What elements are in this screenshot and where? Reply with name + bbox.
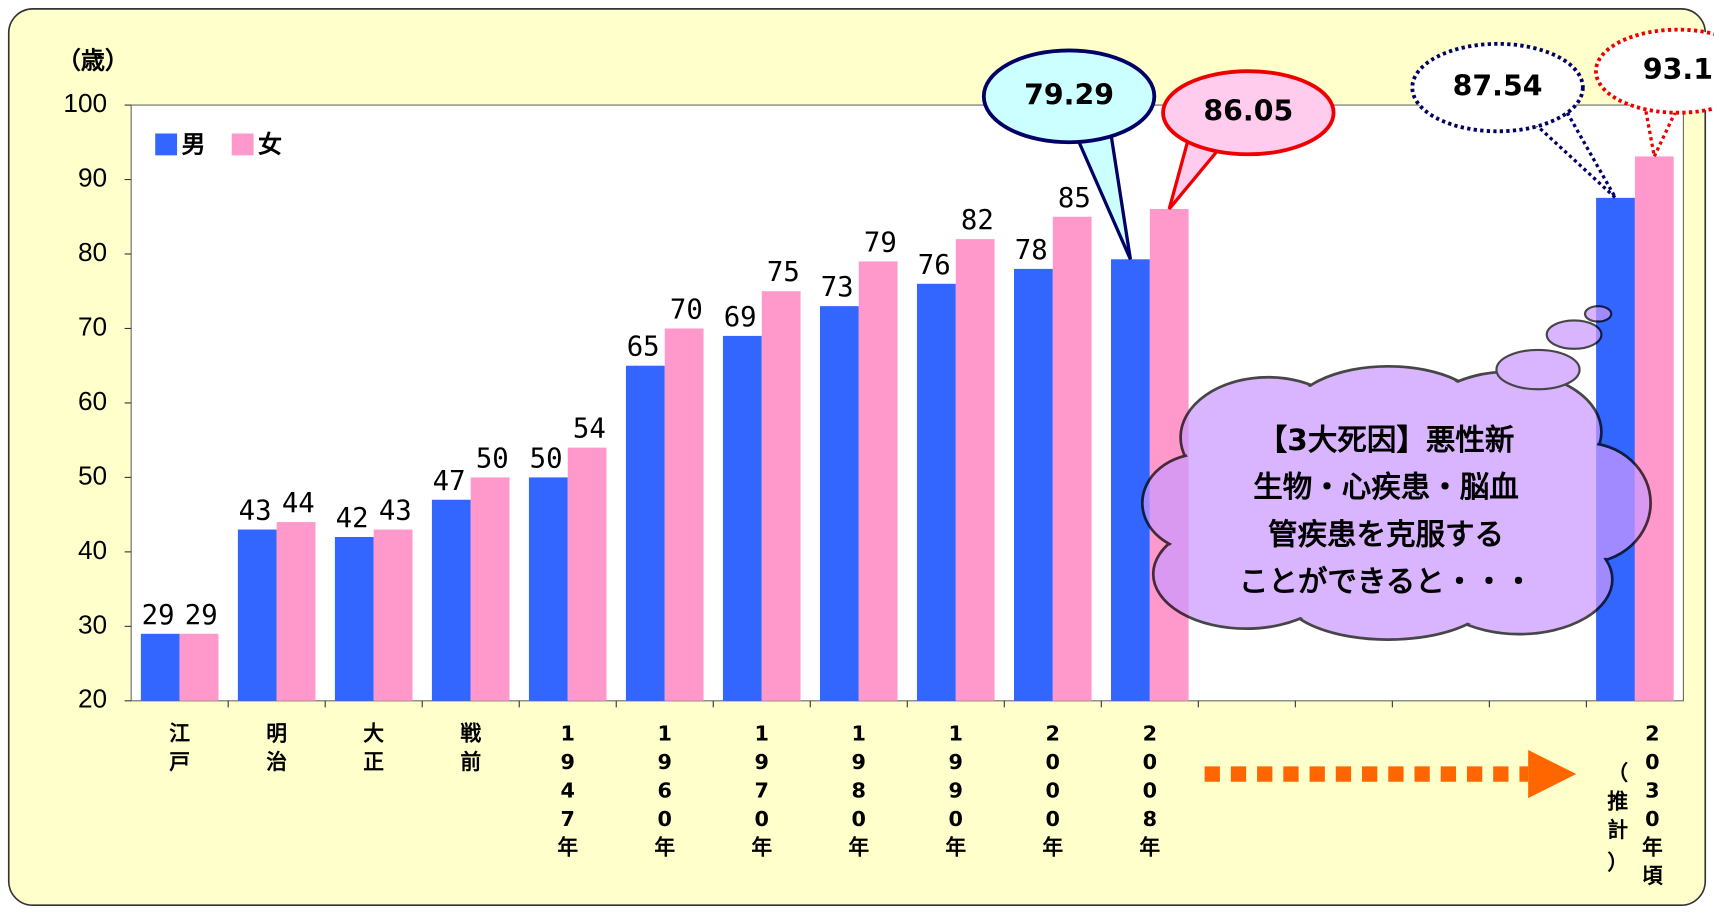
bar — [722, 335, 762, 701]
bar — [761, 291, 801, 701]
value-label: 65 — [627, 332, 660, 363]
annotation-line: 【3大死因】悪性新 — [1258, 423, 1515, 457]
value-label: 44 — [282, 488, 315, 519]
callout-bubble — [1594, 27, 1714, 115]
bar — [237, 529, 277, 701]
value-label: 86.05 — [1203, 95, 1293, 128]
bar — [819, 306, 859, 701]
bar — [470, 477, 510, 701]
legend-label: 女 — [258, 131, 282, 159]
callout-bubble — [981, 48, 1157, 145]
bar — [140, 633, 180, 701]
value-label: 85 — [1058, 183, 1091, 214]
bar — [1149, 208, 1189, 701]
y-unit-label: （歳） — [57, 46, 129, 74]
value-label: 29 — [185, 600, 218, 631]
bar — [334, 536, 374, 701]
bar — [373, 529, 413, 701]
y-tick-label: 80 — [78, 237, 107, 267]
bar — [567, 447, 607, 701]
callout-bubble — [1161, 69, 1336, 157]
y-tick-label: 20 — [78, 684, 107, 714]
value-label: 87.54 — [1453, 70, 1543, 103]
value-label: 78 — [1015, 235, 1048, 266]
x-tick-label: 明治 — [266, 722, 287, 774]
x-tick-label: 江戸 — [169, 722, 190, 774]
value-label: 75 — [767, 257, 800, 288]
bar — [528, 477, 568, 701]
value-label: 54 — [573, 414, 606, 445]
callout-tail — [1641, 96, 1680, 162]
arrow-head — [1528, 750, 1577, 799]
value-label: 50 — [530, 443, 563, 474]
value-label: 43 — [379, 496, 412, 527]
y-tick-label: 60 — [78, 386, 107, 416]
bar — [1013, 268, 1053, 701]
legend-label: 男 — [181, 131, 205, 159]
annotation: 79.29 86.05 87.54 93.1 【3大死因】悪性新生物・心疾患・脳血管疾患… — [981, 27, 1714, 598]
x-tick-label: 2 0 3 0 年頃 — [1642, 722, 1663, 888]
x-tick-label: 大正 — [363, 722, 384, 774]
legend-swatch — [231, 133, 254, 156]
thought-cloud — [1140, 305, 1652, 641]
value-label: 42 — [336, 503, 369, 534]
bar — [276, 522, 316, 701]
y-tick-label: 70 — [78, 311, 107, 341]
value-label: 76 — [918, 250, 951, 281]
bar — [625, 365, 665, 701]
callout-tail — [1533, 95, 1617, 200]
y-tick-label: 100 — [63, 88, 107, 118]
legend-swatch — [155, 133, 178, 156]
value-label: 29 — [142, 600, 175, 631]
value-label: 82 — [961, 205, 994, 236]
value-label: 69 — [724, 302, 757, 333]
category-note: （推計） — [1607, 761, 1628, 875]
annotation-line: ことができると・・・ — [1239, 564, 1533, 598]
y-tick-label: 50 — [78, 460, 107, 490]
bar — [431, 499, 471, 701]
bar — [858, 261, 898, 701]
value-label: 50 — [476, 443, 509, 474]
value-label: 43 — [239, 496, 272, 527]
annotation-line: 管疾患を克服する — [1268, 517, 1504, 551]
value-label: 79.29 — [1024, 78, 1114, 111]
bar — [1634, 156, 1674, 701]
annotation-line: 生物・心疾患・脳血 — [1253, 470, 1519, 504]
bar — [1111, 259, 1150, 701]
y-tick-label: 30 — [78, 609, 107, 639]
y-tick-label: 40 — [78, 535, 107, 565]
value-label: 47 — [433, 466, 466, 497]
bar — [916, 283, 956, 701]
bar — [955, 239, 995, 701]
bar — [1052, 216, 1092, 701]
x-tick-label: 戦前 — [460, 722, 481, 774]
callout-bubble — [1410, 41, 1585, 134]
y-tick-label: 90 — [78, 162, 107, 192]
value-label: 70 — [670, 294, 703, 325]
arrow — [1204, 750, 1577, 799]
bars: 29 29 43 44 42 43 47 50 50 54 65 70 69 75 73 79 76 82 78 85 — [140, 156, 1674, 701]
value-label: 79 — [864, 227, 897, 258]
value-label: 73 — [821, 272, 854, 303]
bar — [664, 328, 704, 701]
value-label: 93.1 — [1643, 53, 1713, 86]
bar — [179, 633, 219, 701]
